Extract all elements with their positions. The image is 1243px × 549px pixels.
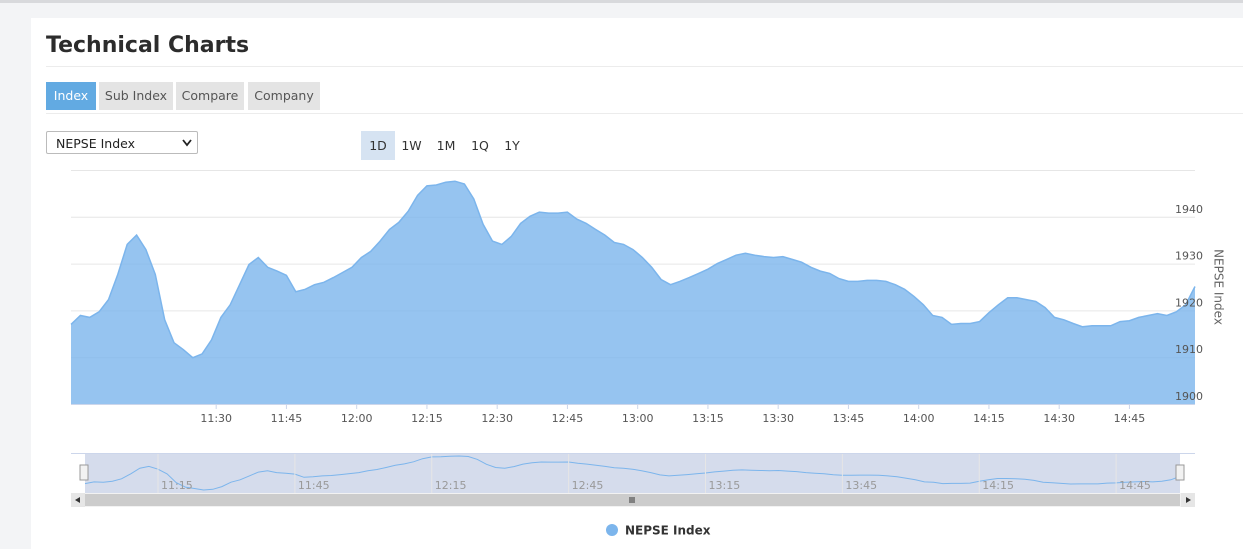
- chevron: [182, 139, 192, 147]
- y-tick-label: 1930: [1175, 250, 1203, 263]
- navigator-handle[interactable]: [79, 464, 89, 481]
- navigator-line: [84, 455, 1181, 491]
- x-tick-label: 14:15: [973, 412, 1005, 425]
- page-title: Technical Charts: [46, 33, 250, 58]
- navigator-tick-label: 11:45: [298, 479, 330, 492]
- x-tick-label: 13:00: [622, 412, 654, 425]
- y-tick-label: 1920: [1175, 296, 1203, 309]
- x-tick-label: 12:15: [411, 412, 443, 425]
- x-tick-label: 13:30: [762, 412, 794, 425]
- navigator-tick-label: 13:15: [709, 479, 741, 492]
- navigator-tick-label: 11:15: [161, 479, 193, 492]
- x-tick-label: 13:15: [692, 412, 724, 425]
- x-tick-label: 14:45: [1114, 412, 1146, 425]
- x-tick-label: 12:30: [481, 412, 513, 425]
- x-tick-label: 14:00: [903, 412, 935, 425]
- y-tick-label: 1900: [1175, 390, 1203, 403]
- x-tick-label: 14:30: [1043, 412, 1075, 425]
- legend-label[interactable]: NEPSE Index: [625, 524, 711, 538]
- legend-symbol: [606, 524, 618, 536]
- y-axis-title: NEPSE Index: [1212, 249, 1226, 325]
- x-tick-label: 13:45: [833, 412, 865, 425]
- select-value: NEPSE Index: [56, 136, 136, 151]
- tab[interactable]: Sub Index: [99, 82, 173, 110]
- range-button[interactable]: 1M: [436, 138, 456, 153]
- x-tick-label: 11:30: [200, 412, 232, 425]
- range-button[interactable]: 1W: [401, 138, 422, 153]
- area-line: [70, 180, 1196, 359]
- y-tick-label: 1910: [1175, 343, 1203, 356]
- navigator-tick-label: 12:15: [435, 479, 467, 492]
- range-button[interactable]: 1Y: [504, 138, 520, 153]
- navigator-tick-label: 13:45: [845, 479, 877, 492]
- arrow: [1186, 497, 1191, 503]
- navigator-handle[interactable]: [1175, 464, 1185, 481]
- top-bar: [0, 0, 1243, 3]
- navigator-tick-label: 12:45: [572, 479, 604, 492]
- y-tick-label: 1940: [1175, 203, 1203, 216]
- index-select[interactable]: NEPSE Index: [46, 131, 198, 154]
- range-button[interactable]: 1Q: [471, 138, 489, 153]
- navigator-mask: [85, 453, 1180, 493]
- tab[interactable]: Index: [46, 82, 96, 110]
- divider: [46, 66, 1243, 67]
- area-fill: [71, 181, 1195, 404]
- navigator-tick-label: 14:15: [982, 479, 1014, 492]
- scrollbar-grip: [629, 497, 635, 503]
- arrow: [75, 497, 80, 503]
- navigator-tick-label: 14:45: [1119, 479, 1151, 492]
- range-button[interactable]: 1D: [361, 131, 395, 160]
- x-tick-label: 11:45: [271, 412, 303, 425]
- tab[interactable]: Company: [248, 82, 320, 110]
- x-tick-label: 12:45: [552, 412, 584, 425]
- divider: [46, 113, 1243, 114]
- x-tick-label: 12:00: [341, 412, 373, 425]
- tab[interactable]: Compare: [176, 82, 244, 110]
